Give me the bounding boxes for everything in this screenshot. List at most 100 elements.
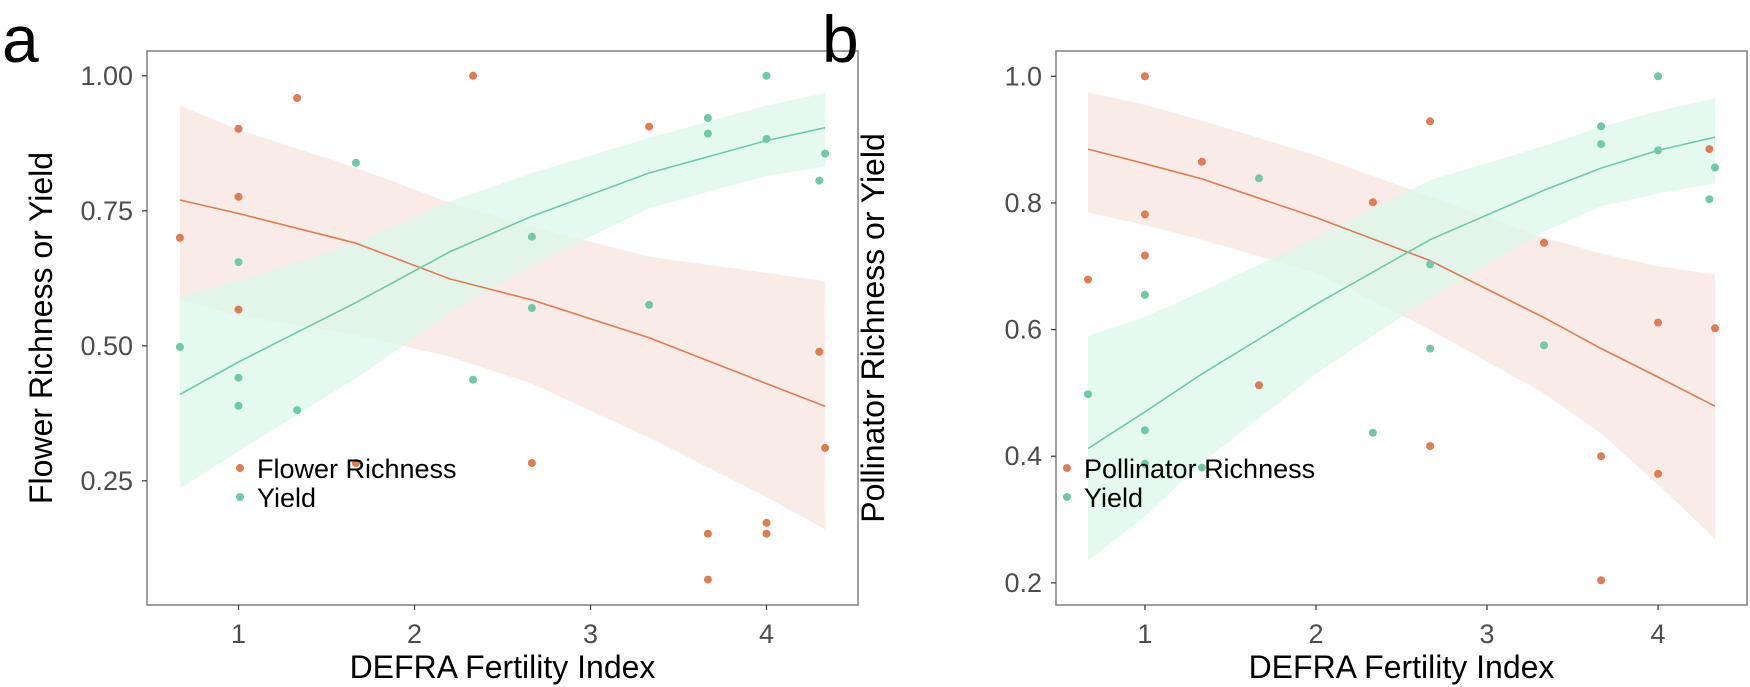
yield-data-point	[703, 114, 712, 122]
richness-data-point	[1426, 117, 1435, 126]
panel-a: a 0.25 0.50 0.75 1.00 1 2 3 4 DEFRA Fertility Ind…	[2, 2, 859, 685]
richness-data-point	[234, 192, 243, 201]
yield-fit-line	[179, 126, 826, 396]
yield-data-point	[527, 232, 536, 241]
richness-data-point	[234, 305, 243, 314]
y-tick-label: 0.50	[80, 331, 133, 361]
plot-frame	[146, 50, 859, 606]
plot-frame	[1055, 50, 1748, 606]
legend-marker-yield	[1063, 493, 1071, 501]
richness-confidence-band	[1088, 92, 1715, 539]
yield-fit-line	[1087, 136, 1716, 450]
richness-data-point	[1540, 238, 1548, 247]
legend-label: Pollinator Richness	[1084, 454, 1315, 484]
richness-data-point	[1255, 381, 1263, 390]
richness-data-point	[175, 233, 184, 242]
x-tick-label: 2	[1308, 619, 1323, 649]
yield-data-point	[234, 401, 243, 410]
yield-data-point	[469, 375, 478, 384]
richness-data-point	[1426, 442, 1435, 451]
yield-data-point	[234, 258, 243, 267]
yield-data-point	[1197, 463, 1206, 472]
x-tick-label: 1	[1137, 619, 1152, 649]
yield-data-point	[762, 71, 771, 80]
yield-data-point	[1540, 341, 1548, 350]
yield-data-point	[1711, 163, 1719, 172]
yield-data-point	[703, 129, 712, 138]
richness-data-point	[1654, 469, 1663, 478]
richness-data-point	[1140, 210, 1149, 219]
richness-data-point	[1140, 72, 1149, 81]
richness-data-point	[1711, 324, 1719, 333]
yield-data-point	[1255, 174, 1263, 183]
richness-data-point	[469, 71, 478, 80]
yield-data-point	[821, 149, 830, 158]
x-axis-title: DEFRA Fertility Index	[350, 649, 656, 685]
yield-data-point	[234, 373, 243, 382]
panel-b: b 0.2 0.4 0.6 0.8 1.0 1 2 3 4 DEFRA Fertility Inde…	[822, 2, 1748, 685]
legend-marker-richness	[236, 464, 244, 472]
yield-data-point	[1140, 459, 1149, 468]
panel-letter: b	[822, 2, 859, 76]
y-axis-title: Pollinator Richness or Yield	[855, 133, 891, 523]
yield-data-point	[1654, 72, 1663, 81]
x-axis-title: DEFRA Fertility Index	[1249, 649, 1555, 685]
x-tick-label: 4	[759, 619, 774, 649]
yield-data-point	[762, 135, 771, 143]
richness-data-point	[1368, 198, 1377, 207]
richness-data-point	[527, 459, 536, 467]
richness-confidence-band	[179, 105, 826, 530]
yield-data-point	[1140, 426, 1149, 435]
richness-data-point	[821, 443, 830, 452]
richness-data-point	[234, 124, 243, 133]
yield-data-point	[175, 342, 184, 351]
yield-data-point	[1597, 122, 1606, 131]
richness-data-point	[351, 459, 360, 467]
y-tick-label: 0.75	[80, 196, 133, 226]
legend-marker-yield	[236, 493, 244, 501]
yield-data-point	[351, 158, 360, 167]
y-axis-title: Flower Richness or Yield	[23, 152, 59, 504]
richness-data-point	[762, 518, 771, 527]
x-tick-label: 2	[407, 619, 422, 649]
richness-data-point	[703, 529, 712, 538]
legend-label: Flower Richness	[257, 454, 457, 484]
richness-data-point	[1654, 318, 1663, 327]
yield-data-point	[645, 300, 654, 309]
richness-data-point	[703, 575, 712, 584]
y-tick-label: 1.00	[80, 61, 133, 91]
yield-data-point	[815, 176, 824, 185]
richness-data-point	[1140, 251, 1149, 260]
yield-data-point	[1368, 428, 1377, 437]
yield-data-point	[1705, 195, 1714, 204]
y-tick-label: 0.8	[1004, 188, 1042, 218]
y-tick-label: 0.4	[1004, 441, 1042, 471]
yield-data-point	[1426, 260, 1435, 269]
yield-data-point	[1084, 390, 1092, 399]
richness-data-point	[815, 347, 824, 356]
yield-data-point	[527, 304, 536, 312]
yield-data-point	[293, 406, 302, 415]
y-tick-label: 0.2	[1004, 568, 1042, 598]
yield-confidence-band	[179, 93, 826, 489]
richness-data-point	[1705, 145, 1714, 154]
x-tick-label: 4	[1651, 619, 1666, 649]
yield-data-point	[1140, 290, 1149, 299]
yield-data-point	[1597, 140, 1606, 149]
x-tick-label: 1	[231, 619, 246, 649]
richness-data-point	[762, 529, 771, 538]
x-tick-label: 3	[1480, 619, 1495, 649]
richness-fit-line	[179, 199, 826, 408]
yield-data-point	[1654, 146, 1663, 155]
richness-data-point	[1597, 452, 1606, 461]
richness-data-point	[293, 94, 302, 102]
yield-data-point	[1426, 344, 1435, 353]
yield-confidence-band	[1088, 98, 1715, 561]
richness-data-point	[1197, 157, 1206, 166]
y-tick-label: 1.0	[1004, 61, 1042, 91]
y-tick-label: 0.25	[80, 466, 133, 496]
richness-data-point	[1084, 275, 1092, 284]
